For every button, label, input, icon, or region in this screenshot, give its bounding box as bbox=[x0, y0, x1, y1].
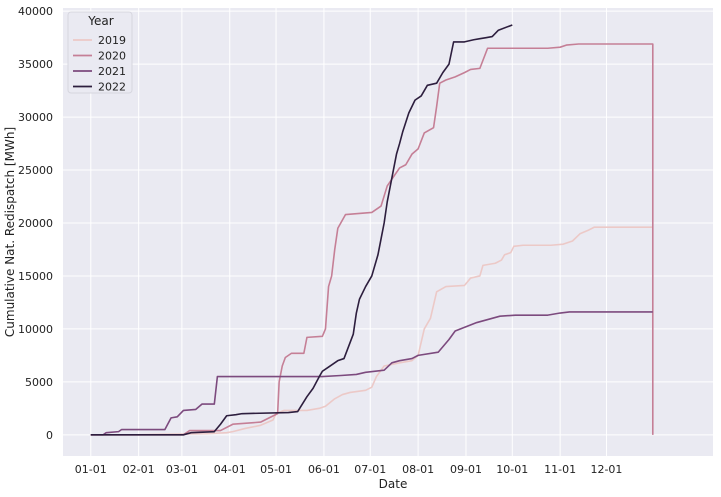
x-tick-label: 11-01 bbox=[544, 463, 576, 476]
axes: 01-01 02-01 03-01 04-01 05-01 06-01 07-01 08-01… bbox=[3, 5, 622, 491]
y-tick-label: 35000 bbox=[18, 58, 53, 71]
x-tick-label: 09-01 bbox=[450, 463, 482, 476]
y-axis-title: Cumulative Nat. Redispatch [MWh] bbox=[3, 127, 17, 337]
legend-label-2022: 2022 bbox=[98, 81, 126, 94]
plot-background bbox=[63, 8, 713, 456]
series-line-2020 bbox=[90, 43, 654, 436]
x-axis-title: Date bbox=[379, 477, 408, 491]
x-tick-label: 03-01 bbox=[166, 463, 198, 476]
y-tick-label: 5000 bbox=[25, 376, 53, 389]
x-tick-label: 01-01 bbox=[75, 463, 107, 476]
legend-box bbox=[67, 11, 133, 94]
x-tick-label: 06-01 bbox=[308, 463, 340, 476]
y-tick-label: 40000 bbox=[18, 5, 53, 18]
x-tick-label: 05-01 bbox=[260, 463, 292, 476]
x-tick-label: 04-01 bbox=[214, 463, 246, 476]
grid-lines bbox=[63, 8, 713, 456]
legend: Year 2019 2020 2021 2022 bbox=[67, 11, 133, 94]
x-tick-label: 10-01 bbox=[496, 463, 528, 476]
legend-label-2020: 2020 bbox=[98, 50, 126, 63]
x-tick-label: 08-01 bbox=[402, 463, 434, 476]
x-tick-label: 07-01 bbox=[354, 463, 386, 476]
legend-title: Year bbox=[87, 14, 113, 28]
y-tick-label: 25000 bbox=[18, 164, 53, 177]
series-line-2021 bbox=[90, 311, 653, 436]
legend-label-2019: 2019 bbox=[98, 34, 126, 47]
legend-label-2021: 2021 bbox=[98, 65, 126, 78]
y-tick-label: 30000 bbox=[18, 111, 53, 124]
x-tick-label: 12-01 bbox=[590, 463, 622, 476]
y-tick-label: 10000 bbox=[18, 323, 53, 336]
x-tick-label: 02-01 bbox=[123, 463, 155, 476]
series-line-2019 bbox=[90, 226, 653, 436]
series-layer bbox=[90, 24, 654, 436]
series-line-2022 bbox=[90, 24, 513, 436]
y-tick-label: 0 bbox=[46, 429, 53, 442]
y-tick-label: 20000 bbox=[18, 217, 53, 230]
y-tick-label: 15000 bbox=[18, 270, 53, 283]
